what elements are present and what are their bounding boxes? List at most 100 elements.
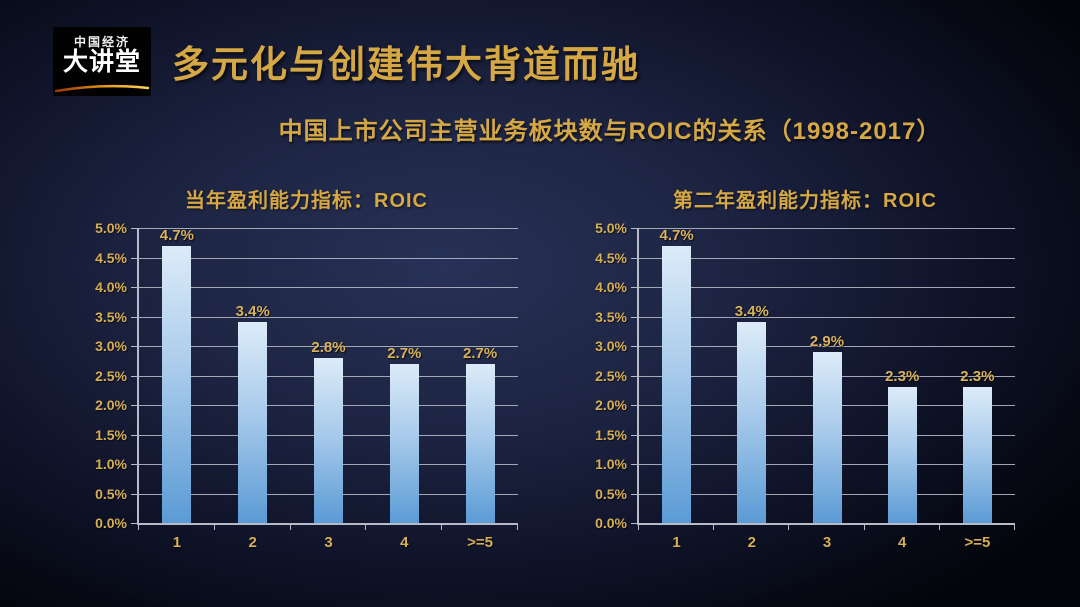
bar [162,245,192,523]
y-axis-tick [631,434,637,436]
chart-title: 第二年盈利能力指标：ROIC [673,190,937,212]
y-axis-tick [131,434,137,436]
gridline [639,257,1015,259]
gridline [139,257,518,259]
logo-swoosh-icon [54,84,150,93]
bar [812,351,842,523]
data-label: 2.9% [809,332,845,350]
y-axis-tick [131,316,137,318]
x-axis-tick [938,525,940,530]
bar [962,387,992,523]
bar [737,322,767,523]
bar [389,363,419,523]
y-axis-label: 1.5% [595,426,627,443]
y-axis-tick [131,464,137,465]
gridline [139,287,518,288]
y-axis-label: 5.0% [595,220,627,236]
y-axis-tick [631,523,637,524]
y-axis-tick [631,228,637,229]
logo-text-small: 中国经济 [73,35,130,49]
x-axis-tick [289,525,291,530]
y-axis-tick [631,464,637,465]
x-axis-label: 1 [672,534,681,551]
y-axis-label: 2.0% [95,397,127,413]
x-axis-label: 4 [898,534,907,551]
y-axis-label: 5.0% [95,220,127,236]
x-axis-label: 4 [400,534,409,551]
y-axis-label: 4.5% [595,249,627,266]
y-axis-label: 4.5% [95,249,127,266]
y-axis-label: 4.0% [95,279,127,295]
page-title: 多元化与创建伟大背道而驰 [172,44,640,85]
y-axis-tick [131,493,137,495]
y-axis-label: 0.0% [95,515,127,531]
chart-title: 当年盈利能力指标：ROIC [185,190,428,212]
plot-area: 0.0% 0.5% 1.0% 1.5% 2.0% 2.5% 3.0% 3.5% 4.0% 4.5%… [595,220,1015,551]
data-label: 3.4% [734,303,769,321]
gridline [639,287,1015,288]
bar [238,322,268,523]
x-axis-label: 3 [822,534,832,551]
x-axis-tick [138,525,139,530]
gridline [139,346,518,347]
x-axis-label: >=5 [467,534,494,551]
logo: 中国经济 大讲堂 [53,27,151,96]
y-axis-tick [631,316,637,318]
x-axis-tick [788,525,790,530]
y-axis-tick [631,346,637,347]
y-axis-tick [631,287,637,288]
y-axis-label: 3.5% [595,308,627,325]
x-axis-tick [638,525,639,530]
y-axis-tick [131,228,137,229]
y-axis-tick [631,257,637,259]
x-axis-tick [365,525,367,530]
y-axis-tick [631,493,637,495]
y-axis-tick [131,346,137,347]
y-axis-tick [131,287,137,288]
x-axis-label: >=5 [964,534,991,551]
y-axis-label: 2.0% [595,397,627,413]
x-axis-tick [517,525,518,530]
y-axis-tick [131,523,137,524]
bar [887,387,917,523]
plot-area: 0.0% 0.5% 1.0% 1.5% 2.0% 2.5% 3.0% 3.5% 4.0% 4.5%… [95,220,518,551]
gridline [639,346,1015,347]
x-axis-tick [713,525,715,530]
y-axis-label: 0.0% [595,515,627,531]
data-label: 4.7% [659,226,694,244]
y-axis-tick [131,405,137,406]
data-label: 2.7% [387,344,422,362]
chart-section-title: 中国上市公司主营业务板块数与ROIC的关系（1998-2017） [278,118,942,145]
y-axis-label: 3.5% [95,308,127,325]
x-axis-label: 3 [324,534,333,551]
chart-current-year-roic: 当年盈利能力指标：ROIC 0.0% 0.5% 1.0% 1.5% 2.0% 2.5% 3.… [95,184,518,564]
x-axis-tick [213,525,215,530]
data-label: 2.7% [462,344,498,362]
y-axis-label: 0.5% [595,485,627,502]
x-axis-tick [863,525,865,530]
gridline [139,316,518,318]
data-label: 2.3% [960,368,995,386]
y-axis-tick [131,375,137,377]
data-label: 2.8% [311,338,346,356]
gridline [639,316,1015,318]
x-axis-label: 2 [747,534,756,551]
data-label: 3.4% [235,303,270,321]
bar [662,245,692,523]
logo-text-large: 大讲堂 [62,48,141,77]
x-axis-label: 1 [172,534,182,551]
x-axis-tick [441,525,443,530]
x-axis-label: 2 [248,534,257,551]
gridline [639,228,1015,229]
y-axis-label: 4.0% [595,279,627,295]
y-axis-label: 2.5% [95,367,127,384]
data-label: 2.3% [885,368,920,386]
y-axis-label: 3.0% [95,338,127,354]
bar [465,363,495,523]
y-axis-tick [631,375,637,377]
y-axis-label: 3.0% [595,338,627,354]
y-axis-tick [631,405,637,406]
chart-second-year-roic: 第二年盈利能力指标：ROIC 0.0% 0.5% 1.0% 1.5% 2.0% 2.5% 3… [595,184,1015,564]
bar [314,357,343,523]
